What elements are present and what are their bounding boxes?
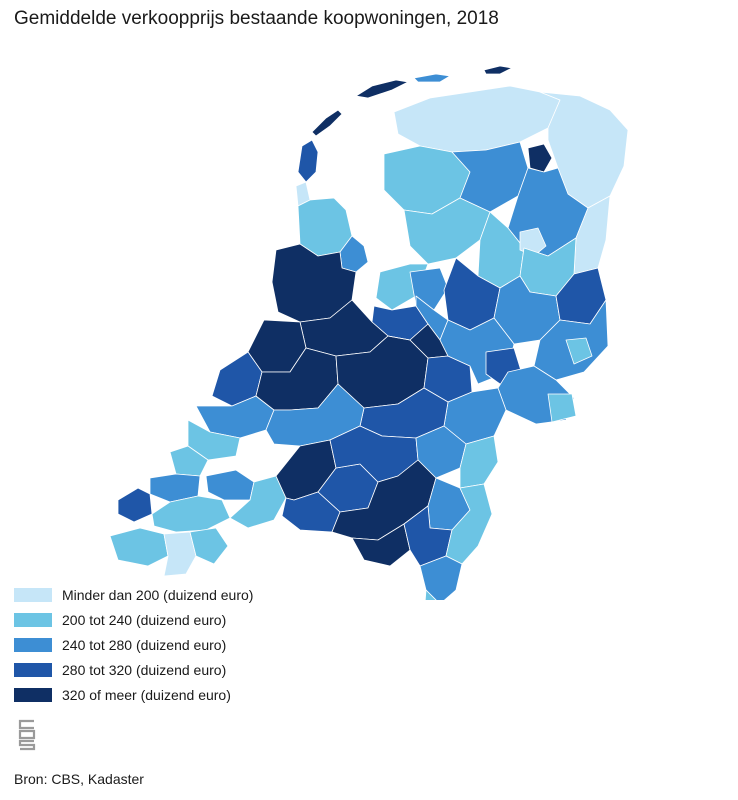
legend-item: 200 tot 240 (duizend euro) bbox=[14, 607, 253, 632]
legend-item: 280 tot 320 (duizend euro) bbox=[14, 657, 253, 682]
source-credit: Bron: CBS, Kadaster bbox=[14, 771, 144, 787]
map-legend: Minder dan 200 (duizend euro) 200 tot 24… bbox=[14, 582, 253, 707]
legend-item: 320 of meer (duizend euro) bbox=[14, 682, 253, 707]
legend-label: Minder dan 200 (duizend euro) bbox=[62, 586, 254, 603]
region-zeeuws-vlaanderen-e bbox=[189, 527, 229, 565]
legend-swatch bbox=[14, 612, 52, 627]
region-zeeuws-vlaanderen-m bbox=[163, 531, 197, 577]
legend-swatch bbox=[14, 637, 52, 652]
region-friesland-north bbox=[393, 85, 561, 153]
region-dordrecht bbox=[265, 383, 365, 447]
legend-swatch bbox=[14, 662, 52, 677]
region-ameland bbox=[413, 73, 451, 83]
region-groningen-city bbox=[527, 143, 553, 173]
region-goeree bbox=[169, 445, 209, 477]
region-roermond bbox=[424, 589, 437, 600]
legend-swatch bbox=[14, 687, 52, 702]
legend-label: 200 tot 240 (duizend euro) bbox=[62, 611, 227, 628]
legend-label: 280 tot 320 (duizend euro) bbox=[62, 661, 227, 678]
region-haarlem-zaanstad bbox=[271, 243, 357, 323]
netherlands-municipalities-map bbox=[109, 65, 629, 600]
region-maasland bbox=[459, 435, 499, 489]
legend-label: 320 of meer (duizend euro) bbox=[62, 686, 231, 703]
region-vlieland bbox=[311, 109, 343, 137]
region-terschelling bbox=[355, 79, 409, 99]
region-walcheren bbox=[117, 487, 153, 523]
region-midden-limburg bbox=[419, 555, 463, 600]
legend-label: 240 tot 280 (duizend euro) bbox=[62, 636, 227, 653]
cbs-logo bbox=[18, 719, 36, 751]
region-winterswijk bbox=[547, 393, 577, 423]
region-enschede bbox=[565, 337, 593, 365]
region-zeeuws-vlaanderen-w bbox=[109, 527, 169, 567]
region-schiermonnikoog bbox=[483, 65, 513, 75]
legend-swatch bbox=[14, 587, 52, 602]
region-tholen bbox=[205, 469, 255, 501]
map-title: Gemiddelde verkoopprijs bestaande koopwo… bbox=[14, 8, 499, 29]
legend-item: Minder dan 200 (duizend euro) bbox=[14, 582, 253, 607]
region-texel bbox=[297, 139, 319, 183]
region-zuid-beveland bbox=[151, 495, 231, 533]
legend-item: 240 tot 280 (duizend euro) bbox=[14, 632, 253, 657]
